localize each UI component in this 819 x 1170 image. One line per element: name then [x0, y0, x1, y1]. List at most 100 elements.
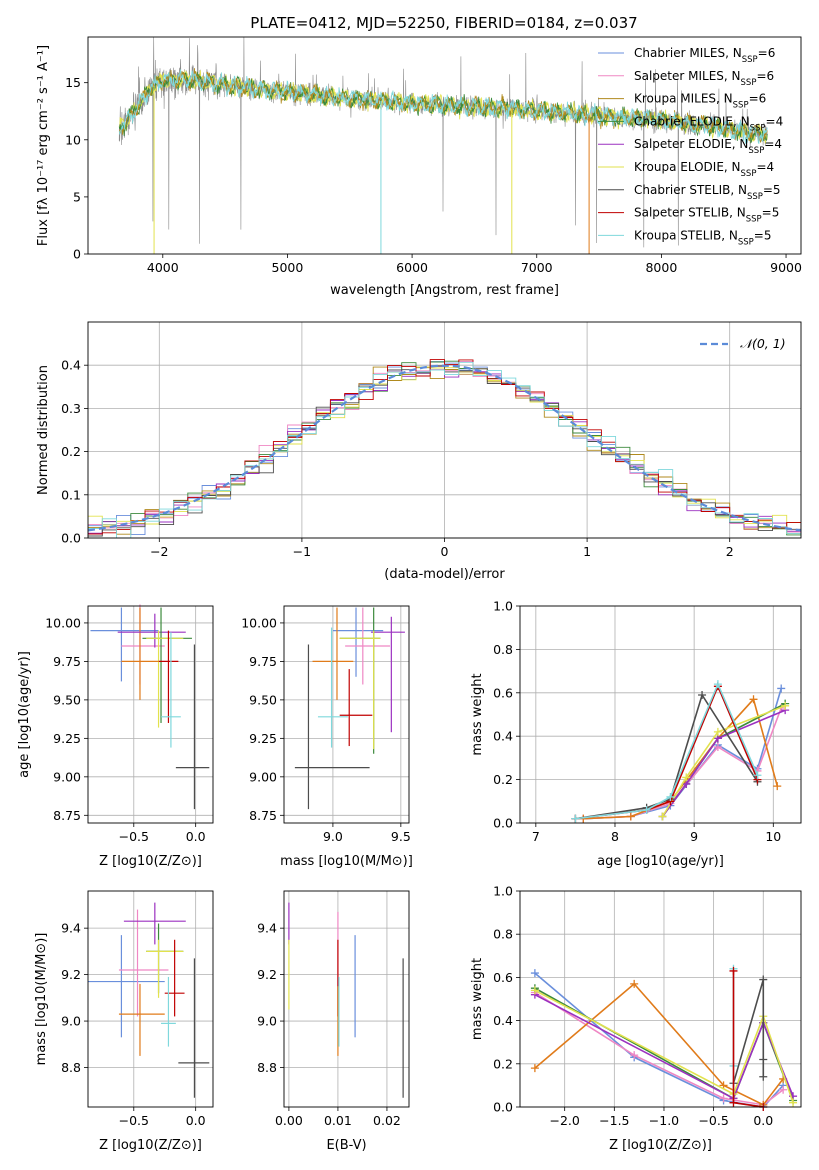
mass-weight-line — [583, 697, 779, 820]
axes-frame — [87, 890, 214, 1108]
legend-label: Kroupa ELODIE, NSSP=4 — [634, 160, 774, 179]
data-marker — [630, 979, 639, 988]
y-tick-label: 9.50 — [53, 692, 81, 707]
x-tick-label: −2 — [150, 544, 168, 559]
data-marker — [777, 684, 786, 693]
y-tick-label: 9.25 — [53, 731, 81, 746]
y-tick-label: 0.8 — [493, 927, 513, 942]
x-tick-label: 4000 — [147, 260, 179, 275]
data-marker — [698, 690, 707, 699]
x-tick-label: −0.5 — [119, 829, 149, 844]
data-marker — [789, 1098, 798, 1107]
mass-vs-Z-axes: −0.5 0.0 8.8 9.0 9.2 9.4 Z [log10(Z/Z⊙)] mass [… — [34, 890, 214, 1153]
x-tick-label: 0.02 — [373, 1113, 401, 1128]
age-vs-mass-axes: 9.0 9.5 8.75 9.00 9.25 9.50 9.75 10.00 mass [log… — [241, 605, 413, 869]
y-tick-label: 0.1 — [61, 487, 81, 502]
mass-weight-line — [661, 705, 786, 817]
x-tick-label: 9000 — [770, 260, 802, 275]
data-marker — [759, 1055, 768, 1064]
y-tick-label: 0.6 — [493, 685, 513, 700]
y-tick-label: 9.2 — [61, 967, 81, 982]
data-marker — [729, 1098, 738, 1107]
legend-label: Chabrier MILES, NSSP=6 — [634, 46, 775, 65]
x-axis-label: Z [log10(Z/Z⊙)] — [99, 1138, 202, 1153]
data-marker — [713, 680, 722, 689]
y-tick-label: 9.2 — [257, 967, 277, 982]
legend: Chabrier MILES, NSSP=6 Salpeter MILES, NS… — [598, 46, 783, 247]
massweight-vs-Z-axes: −2.0 −1.5 −1.0 −0.5 0.0 0.0 0.2 0.4 0.6 0.8 1.0 Z [… — [470, 884, 802, 1153]
data-marker — [530, 986, 539, 995]
legend-label: Salpeter STELIB, NSSP=5 — [634, 206, 779, 225]
mass-weight-line — [534, 982, 784, 1106]
y-tick-label: 0 — [73, 247, 81, 262]
x-tick-label: 8 — [611, 829, 619, 844]
y-tick-label: 10.00 — [241, 615, 277, 630]
x-tick-label: 7000 — [521, 260, 553, 275]
x-tick-label: −1.0 — [649, 1113, 679, 1128]
y-axis-label: Flux [fλ 10⁻¹⁷ erg cm⁻² s⁻¹ A⁻¹] — [36, 45, 51, 246]
x-axis-label: E(B-V) — [326, 1138, 366, 1153]
y-tick-label: 0.2 — [493, 772, 513, 787]
y-tick-label: 1.0 — [493, 884, 513, 899]
y-tick-label: 9.75 — [249, 654, 277, 669]
y-tick-label: 15 — [65, 75, 81, 90]
data-marker — [759, 975, 768, 984]
x-tick-label: 0.00 — [275, 1113, 303, 1128]
y-tick-label: 9.25 — [249, 731, 277, 746]
axes-frame — [87, 605, 214, 824]
data-marker — [682, 773, 691, 782]
x-tick-label: −2.0 — [550, 1113, 580, 1128]
model-spectrum — [118, 69, 768, 145]
x-tick-label: 0.0 — [753, 1113, 773, 1128]
axes-frame — [87, 321, 802, 539]
y-tick-label: 0.3 — [61, 401, 81, 416]
x-tick-label: 6000 — [396, 260, 428, 275]
y-tick-label: 9.00 — [249, 769, 277, 784]
x-tick-label: 10 — [765, 829, 781, 844]
data-marker — [729, 966, 738, 975]
axes-frame — [283, 605, 410, 824]
mass-weight-line — [732, 979, 765, 1084]
y-axis-label: mass weight — [470, 958, 485, 1040]
y-tick-label: 0.4 — [493, 1013, 513, 1028]
y-tick-label: 9.50 — [249, 692, 277, 707]
data-marker — [779, 1085, 788, 1094]
data-marker — [571, 814, 580, 823]
y-tick-label: 8.8 — [61, 1060, 81, 1075]
y-tick-label: 0.4 — [493, 729, 513, 744]
legend-label: Kroupa STELIB, NSSP=5 — [634, 228, 772, 247]
data-marker — [713, 743, 722, 752]
x-tick-label: 5000 — [272, 260, 304, 275]
data-marker — [773, 782, 782, 791]
x-axis-label: mass [log10(M/M⊙)] — [280, 854, 413, 869]
x-axis-label: age [log10(age/yr)] — [597, 854, 724, 869]
data-marker — [749, 695, 758, 704]
x-axis-label: wavelength [Angstrom, rest frame] — [330, 283, 559, 298]
x-tick-label: 9.0 — [323, 829, 343, 844]
y-tick-label: 9.0 — [257, 1014, 277, 1029]
y-tick-label: 9.75 — [53, 654, 81, 669]
y-tick-label: 9.00 — [53, 769, 81, 784]
x-tick-label: 0.01 — [324, 1113, 352, 1128]
y-axis-label: mass weight — [470, 673, 485, 755]
mass-vs-EBV-axes: 0.00 0.01 0.02 8.8 9.0 9.2 9.4 E(B-V) — [257, 890, 410, 1153]
y-tick-label: 0.6 — [493, 970, 513, 985]
mass-weight-line — [534, 989, 794, 1103]
mass-weight-line — [661, 702, 786, 817]
x-tick-label: 0.0 — [186, 1113, 206, 1128]
residuals-axes: −2 −1 0 1 2 0.0 0.1 0.2 0.3 0.4 𝒩(0, 1) (data-model… — [36, 321, 802, 582]
x-tick-label: 9.5 — [391, 829, 411, 844]
x-tick-label: −1.5 — [599, 1113, 629, 1128]
data-marker — [759, 1072, 768, 1081]
histogram-step — [88, 361, 801, 538]
data-marker — [666, 792, 675, 801]
x-axis-label: Z [log10(Z/Z⊙)] — [609, 1138, 712, 1153]
data-marker — [719, 1094, 728, 1103]
data-marker — [713, 727, 722, 736]
data-marker — [642, 805, 651, 814]
data-marker — [630, 1051, 639, 1060]
x-tick-label: 1 — [583, 544, 591, 559]
x-tick-label: 9 — [690, 829, 698, 844]
normal-curve — [87, 364, 802, 532]
